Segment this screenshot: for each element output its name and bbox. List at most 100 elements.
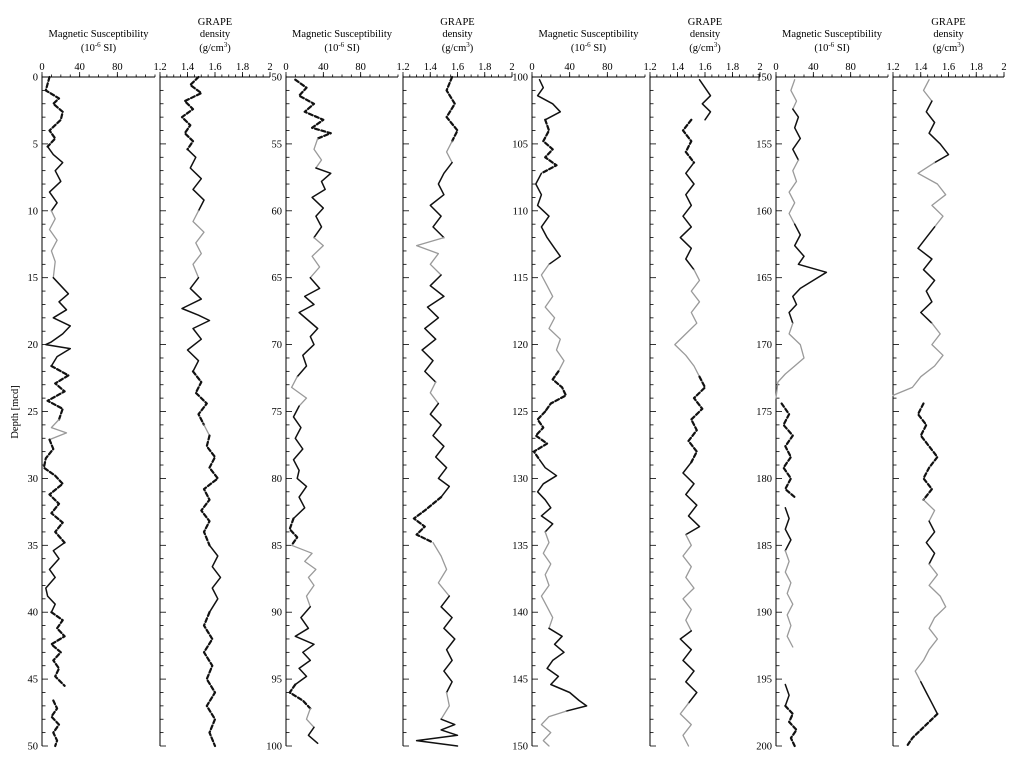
track-title: Magnetic Susceptibility: [292, 29, 393, 40]
curve-segment-solid: [682, 461, 701, 536]
curve-segment-dashed: [784, 704, 798, 748]
curve-segment-solid: [181, 276, 211, 373]
track-title: GRAPE: [440, 17, 474, 28]
curve-segment-gray: [914, 563, 947, 683]
y-tick-label: 20: [28, 340, 39, 351]
x-tick-label: 1.4: [914, 62, 928, 73]
y-tick-label: 70: [272, 340, 283, 351]
y-tick-label: 85: [272, 541, 283, 552]
curve-segment-gray: [290, 376, 308, 407]
y-tick-label: 115: [513, 273, 528, 284]
curve-segment-solid: [917, 226, 936, 324]
y-tick-label: 100: [266, 742, 282, 753]
y-tick-label: 75: [272, 407, 283, 418]
track-unit: (10-6 SI): [814, 41, 850, 54]
x-tick-label: 1.6: [942, 62, 955, 73]
y-tick-label: 175: [756, 407, 772, 418]
curve-segment-dashed: [905, 712, 939, 748]
x-tick-label: 80: [602, 62, 613, 73]
curve-segment-dashed: [288, 517, 299, 547]
curve-segment-gray: [790, 79, 798, 110]
curve-segment-gray: [679, 702, 692, 747]
curve-segment-solid: [536, 78, 562, 121]
curve-segment-dashed: [544, 370, 568, 413]
y-tick-label: 155: [756, 139, 772, 150]
x-tick-label: 1.8: [726, 62, 739, 73]
curve-segment-dashed: [46, 364, 70, 421]
curve-segment-gray: [432, 541, 450, 597]
track-title: GRAPE: [688, 17, 722, 28]
curve-segment-gray: [415, 236, 445, 276]
curve-segment-solid: [429, 402, 451, 498]
y-tick-label: 30: [28, 474, 39, 485]
y-tick-label: 150: [756, 73, 772, 84]
x-tick-label: 0: [283, 62, 288, 73]
y-tick-label: 50: [272, 73, 283, 84]
track-unit: (g/cm3): [933, 41, 965, 54]
y-tick-label: 170: [756, 340, 772, 351]
y-tick-label: 125: [512, 407, 528, 418]
y-tick-label: 190: [756, 608, 772, 619]
y-tick-label: 110: [513, 206, 528, 217]
curve-segment-gray: [540, 531, 554, 629]
y-tick-label: 135: [512, 541, 528, 552]
y-tick-label: 55: [272, 139, 283, 150]
curve-segment-solid: [925, 100, 950, 164]
curve-segment-dashed: [532, 410, 549, 461]
curve-segment-gray: [290, 544, 317, 608]
y-tick-label: 0: [33, 73, 38, 84]
x-tick-label: 40: [318, 62, 329, 73]
y-tick-label: 105: [512, 139, 528, 150]
y-tick-label: 145: [512, 675, 528, 686]
y-axis-label: Depth [mcd]: [10, 385, 21, 438]
curve-segment-gray: [445, 140, 453, 164]
x-tick-label: 1.8: [478, 62, 491, 73]
curve-segment-solid: [292, 405, 308, 520]
track-unit: (g/cm3): [442, 41, 474, 54]
curve-segment-gray: [429, 381, 440, 405]
x-tick-label: 1.4: [181, 62, 195, 73]
curve-segment-solid: [679, 161, 695, 271]
x-tick-label: 1.8: [970, 62, 983, 73]
curve-segment-gray: [775, 322, 805, 399]
curve-segment-gray: [922, 79, 933, 102]
y-tick-label: 195: [756, 675, 772, 686]
x-tick-label: 0: [529, 62, 534, 73]
x-tick-label: 1.6: [698, 62, 711, 73]
track-title: Magnetic Susceptibility: [538, 29, 639, 40]
track-title: Magnetic Susceptibility: [48, 29, 149, 40]
x-tick-label: 40: [74, 62, 85, 73]
y-tick-label: 180: [756, 474, 772, 485]
depth-column-1: 0 40 80 Magnetic Susceptibility(10-6 SI) 1.2…: [28, 17, 273, 753]
curve-segment-dashed: [687, 375, 707, 464]
x-tick-label: 1.6: [451, 62, 464, 73]
curve-segment-gray: [917, 161, 947, 228]
curve-segment-solid: [784, 683, 790, 707]
curve-segment-solid: [307, 726, 319, 745]
curve-segment-dashed: [916, 402, 939, 501]
x-tick-label: 0: [773, 62, 778, 73]
y-tick-label: 60: [272, 206, 283, 217]
y-tick-label: 40: [28, 608, 39, 619]
x-tick-label: 80: [845, 62, 856, 73]
depth-column-3: 0 40 80 Magnetic Susceptibility(10-6 SI) 1.2…: [512, 17, 762, 753]
curve-segment-gray: [540, 710, 567, 747]
track-title-line2: density: [442, 29, 473, 40]
x-tick-label: 0: [39, 62, 44, 73]
x-tick-label: 1.4: [671, 62, 685, 73]
curve-segment-dashed: [681, 118, 696, 164]
curve-segment-gray: [892, 322, 944, 397]
x-tick-label: 1.2: [396, 62, 409, 73]
y-tick-label: 160: [756, 206, 772, 217]
curve-segment-gray: [203, 424, 211, 437]
y-tick-label: 10: [28, 206, 39, 217]
track-unit: (10-6 SI): [81, 41, 117, 54]
curve-segment-dashed: [50, 611, 66, 687]
magnetic-susceptibility-track: 0 40 80 Magnetic Susceptibility(10-6 SI): [773, 29, 889, 748]
curve-segment-solid: [45, 541, 66, 613]
curve-segment-solid: [294, 606, 315, 686]
track-title: GRAPE: [198, 17, 232, 28]
